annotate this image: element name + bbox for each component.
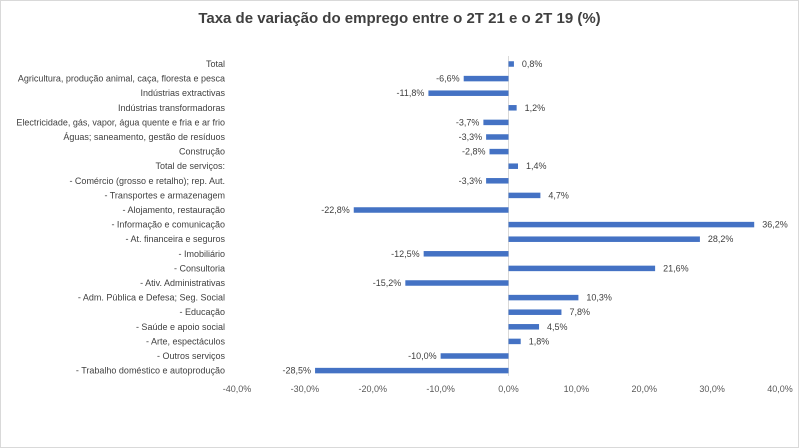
- category-label: - Transportes e armazenagem: [104, 190, 225, 200]
- category-label: - Alojamento, restauração: [122, 205, 225, 215]
- bar: [486, 134, 509, 140]
- bar: [405, 280, 509, 286]
- bar: [489, 148, 509, 155]
- data-label: -3,7%: [456, 117, 480, 127]
- x-tick-label: 30,0%: [699, 384, 725, 394]
- data-label: 10,3%: [586, 293, 612, 303]
- bar: [486, 178, 509, 184]
- category-label: - Arte, espectáculos: [146, 336, 226, 346]
- data-label: 36,2%: [762, 220, 788, 230]
- data-label: -6,6%: [436, 74, 460, 84]
- category-label: Agricultura, produção animal, caça, flor…: [18, 74, 225, 84]
- data-label: -10,0%: [408, 351, 437, 361]
- bar: [508, 192, 541, 199]
- x-tick-label: 0,0%: [498, 384, 519, 394]
- data-label: 4,5%: [547, 322, 568, 332]
- data-label: 4,7%: [548, 190, 569, 200]
- bar: [508, 163, 519, 169]
- data-label: -11,8%: [397, 88, 425, 98]
- category-label: - Trabalho doméstico e autoprodução: [76, 366, 225, 376]
- data-label: -3,3%: [459, 176, 483, 186]
- bar: [508, 105, 517, 111]
- x-tick-label: -40,0%: [223, 384, 252, 394]
- category-label: - Adm. Pública e Defesa; Seg. Social: [78, 293, 225, 303]
- category-label: - Ativ. Administrativas: [140, 278, 225, 288]
- category-label: - Educação: [179, 307, 225, 317]
- category-label: - Consultoria: [174, 263, 225, 273]
- data-label: 1,8%: [529, 336, 550, 346]
- bar: [508, 265, 656, 272]
- x-tick-label: -10,0%: [426, 384, 455, 394]
- data-label: 1,4%: [526, 161, 547, 171]
- chart-title: Taxa de variação do emprego entre o 2T 2…: [198, 10, 601, 27]
- category-label: - Comércio (grosso e retalho); rep. Aut.: [69, 176, 225, 186]
- x-tick-label: -20,0%: [358, 384, 387, 394]
- category-label: - Outros serviços: [157, 351, 226, 361]
- bar: [353, 207, 509, 213]
- bar: [463, 75, 509, 82]
- bar: [508, 338, 521, 345]
- data-label: -22,8%: [321, 205, 350, 215]
- category-label: - Informação e comunicação: [111, 220, 225, 230]
- category-label: Indústrias transformadoras: [118, 103, 226, 113]
- category-label: Indústrias extractivas: [140, 88, 225, 98]
- category-label: Electricidade, gás, vapor, água quente e…: [16, 117, 225, 127]
- data-label: -2,8%: [462, 147, 486, 157]
- bar: [508, 61, 514, 67]
- data-label: 21,6%: [663, 263, 689, 273]
- bar: [440, 353, 509, 359]
- bar: [483, 119, 509, 126]
- data-label: 1,2%: [525, 103, 546, 113]
- x-tick-label: 20,0%: [631, 384, 657, 394]
- data-label: 28,2%: [708, 234, 734, 244]
- bar: [428, 90, 509, 96]
- x-tick-label: -30,0%: [291, 384, 320, 394]
- bar: [508, 309, 562, 315]
- bar: [315, 367, 509, 374]
- x-tick-label: 10,0%: [564, 384, 590, 394]
- bar: [508, 236, 700, 242]
- category-label: - Saúde e apoio social: [136, 322, 225, 332]
- data-label: 0,8%: [522, 59, 543, 69]
- bar: [508, 294, 579, 301]
- category-label: - At. financeira e seguros: [125, 234, 225, 244]
- category-label: - Imobiliário: [178, 249, 225, 259]
- data-label: -12,5%: [391, 249, 420, 259]
- bar: [508, 324, 540, 330]
- x-tick-label: 40,0%: [767, 384, 793, 394]
- category-label: Águas; saneamento, gestão de resíduos: [63, 132, 225, 142]
- data-label: 7,8%: [569, 307, 590, 317]
- category-label: Total: [206, 59, 225, 69]
- data-label: -28,5%: [283, 366, 312, 376]
- data-label: -15,2%: [373, 278, 402, 288]
- category-label: Total de serviços:: [155, 161, 225, 171]
- data-label: -3,3%: [459, 132, 483, 142]
- bar: [423, 251, 509, 257]
- category-label: Construção: [179, 147, 225, 157]
- bar: [508, 221, 755, 228]
